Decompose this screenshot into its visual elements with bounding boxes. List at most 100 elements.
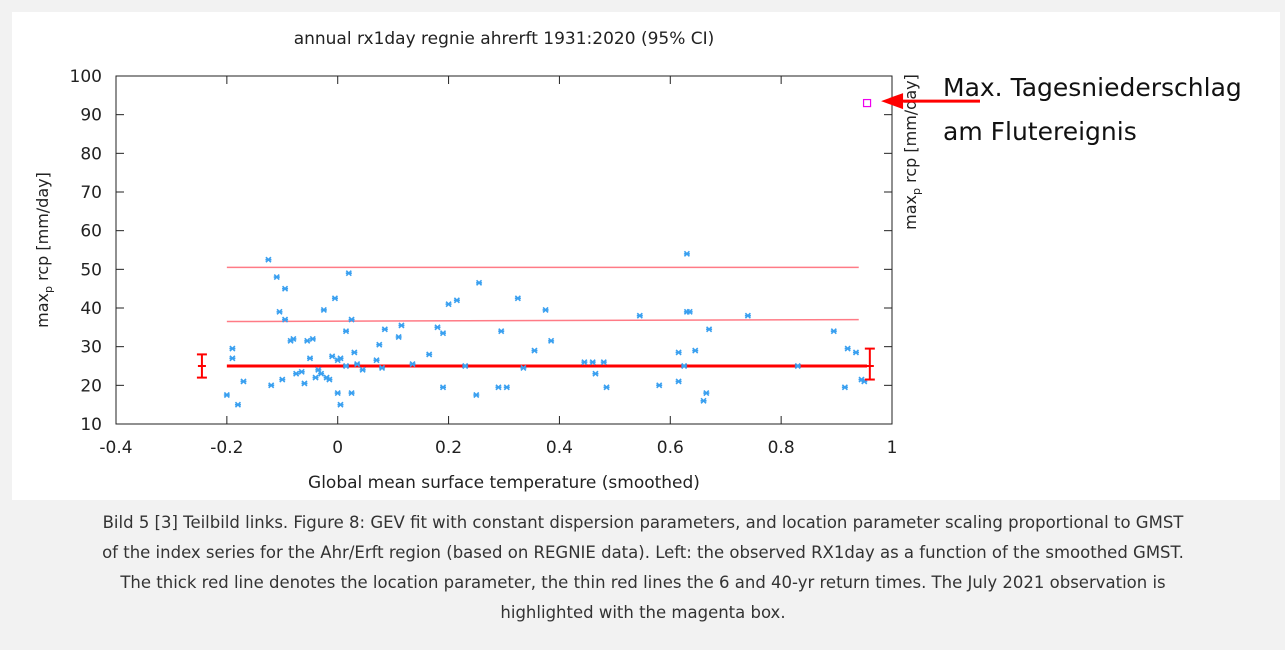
x-tick-label: 0 <box>332 438 343 458</box>
data-point <box>475 279 483 286</box>
data-point <box>395 333 402 341</box>
data-point <box>841 384 848 391</box>
data-point <box>312 374 319 381</box>
data-point <box>342 328 350 335</box>
highlight-box <box>862 98 872 108</box>
data-point <box>700 397 707 404</box>
data-point <box>359 366 366 373</box>
data-point <box>378 364 386 371</box>
data-point <box>453 297 460 304</box>
data-point <box>320 306 327 313</box>
data-point <box>495 384 502 391</box>
data-point <box>683 250 690 257</box>
data-point <box>830 328 837 335</box>
data-point <box>298 368 305 375</box>
data-point <box>744 312 751 319</box>
data-point <box>675 378 682 385</box>
highlight-marker <box>862 98 872 108</box>
data-point <box>293 370 300 377</box>
x-tick-label: 0.6 <box>657 438 684 458</box>
data-point <box>301 380 308 387</box>
data-point <box>354 361 361 368</box>
arrow-head <box>881 93 904 110</box>
data-point <box>706 326 713 333</box>
caption-line-1: Bild 5 [3] Teilbild links. Figure 8: GEV… <box>102 513 1184 532</box>
data-point <box>281 316 289 323</box>
data-point <box>318 370 325 377</box>
y-tick-label: 70 <box>80 183 102 203</box>
data-point <box>592 370 599 377</box>
data-point <box>342 362 350 370</box>
annotation-arrow <box>881 93 980 110</box>
data-point <box>234 401 242 408</box>
data-point <box>636 312 643 319</box>
data-point <box>398 322 405 329</box>
scatter-chart: annual rx1day regnie ahrerft 1931:2020 (… <box>33 29 980 493</box>
data-point <box>426 351 433 358</box>
data-point <box>381 326 388 333</box>
data-point <box>514 295 521 302</box>
data-point <box>223 391 230 399</box>
plot-frame <box>115 75 893 425</box>
figure-caption: Bild 5 [3] Teilbild links. Figure 8: GEV… <box>12 508 1274 628</box>
data-point <box>581 359 588 366</box>
data-point <box>240 378 247 385</box>
data-point <box>498 328 505 335</box>
data-point <box>434 324 441 331</box>
annotation-line-2: am Flutereignis <box>943 117 1137 146</box>
x-tick-label: -0.4 <box>99 438 132 458</box>
return-time-line <box>226 318 859 323</box>
caption-line-4: highlighted with the magenta box. <box>500 603 786 622</box>
data-point <box>703 390 710 397</box>
data-point <box>439 384 447 391</box>
data-point <box>306 355 314 362</box>
data-point <box>281 285 289 292</box>
caption-line-2: of the index series for the Ahr/Erft reg… <box>102 543 1184 562</box>
data-point <box>337 355 344 362</box>
data-point <box>326 376 333 383</box>
y-tick-label: 60 <box>80 222 102 242</box>
x-tick-label: -0.2 <box>210 438 243 458</box>
x-tick-label: 0.8 <box>768 438 795 458</box>
data-point <box>304 337 311 344</box>
data-point <box>345 270 352 277</box>
y-tick-label: 50 <box>80 260 102 280</box>
y-tick-label: 10 <box>80 415 102 435</box>
y-tick-label: 30 <box>80 338 102 358</box>
data-point <box>348 316 355 323</box>
data-point <box>229 345 236 352</box>
y-axis-ticks: 10 20 30 40 50 60 70 80 90 100 <box>70 67 892 435</box>
data-point <box>265 256 272 263</box>
figure-panel: annual rx1day regnie ahrerft 1931:2020 (… <box>12 12 1280 500</box>
data-point <box>348 390 355 397</box>
data-point <box>373 357 380 364</box>
y-tick-label: 90 <box>80 106 102 126</box>
x-tick-label: 0.4 <box>546 438 573 458</box>
data-point <box>334 390 341 397</box>
y-axis-label-right: maxp rcp [mm/day] <box>901 74 923 230</box>
data-point <box>542 306 549 313</box>
x-axis-label: Global mean surface temperature (smoothe… <box>308 473 700 493</box>
data-point <box>794 362 801 370</box>
annotation-line-1: Max. Tagesniederschlag <box>943 73 1242 102</box>
y-tick-label: 80 <box>80 144 102 164</box>
return-time-lines <box>226 266 859 323</box>
data-point <box>600 359 607 366</box>
y-tick-label: 40 <box>80 299 102 319</box>
data-point <box>337 401 344 408</box>
data-point <box>445 301 452 308</box>
error-bars <box>196 347 875 381</box>
data-point <box>548 337 555 344</box>
data-point <box>656 382 663 389</box>
y-axis-label: maxp rcp [mm/day] <box>33 172 55 328</box>
data-point <box>686 308 693 315</box>
x-axis-ticks: -0.4 -0.2 0 0.2 0.4 0.6 0.8 1 <box>99 76 897 458</box>
data-point <box>439 330 447 337</box>
data-point <box>675 349 682 356</box>
data-point <box>290 335 297 342</box>
data-point <box>520 364 527 371</box>
data-point <box>473 391 480 399</box>
data-point <box>376 341 383 348</box>
data-point <box>852 349 860 356</box>
data-point <box>681 362 688 370</box>
